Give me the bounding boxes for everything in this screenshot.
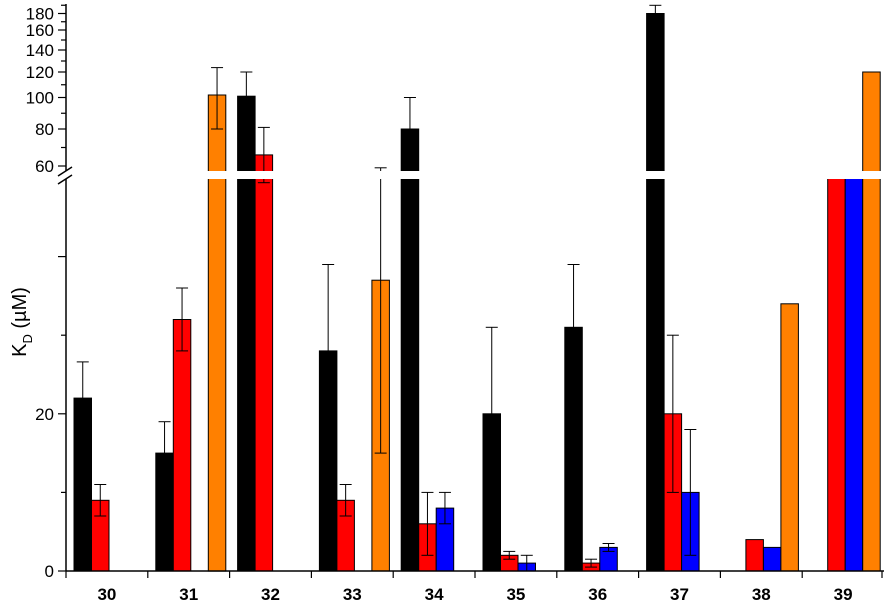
error-bar-37-s0 xyxy=(649,4,662,23)
error-bar-30-s1 xyxy=(94,484,107,517)
error-bar-30-s0 xyxy=(76,361,89,435)
error-bar-33-s0 xyxy=(322,264,335,438)
error-bar-35-s1 xyxy=(503,550,516,560)
error-bar-34-s1 xyxy=(421,491,434,556)
bar-39-s3 xyxy=(862,71,881,572)
break-mark-top xyxy=(57,166,73,177)
error-bar-34-s0 xyxy=(403,97,416,167)
error-bar-33-s3 xyxy=(374,167,387,454)
axis-break-gap xyxy=(60,171,886,179)
bar-37-s0 xyxy=(646,13,665,572)
y-tick-label-120: 120 xyxy=(26,63,54,82)
error-bar-34-s2 xyxy=(438,491,451,525)
error-bar-37-s2 xyxy=(684,429,697,556)
bar-32-s1 xyxy=(254,154,274,572)
bar-38-s3 xyxy=(780,303,799,572)
x-tick-label-39: 39 xyxy=(834,585,853,604)
bar-38-s1 xyxy=(745,539,764,572)
error-bar-36-s2 xyxy=(602,543,615,552)
x-tick-label-38: 38 xyxy=(752,585,771,604)
error-bar-32-s0 xyxy=(240,71,253,127)
bar-32-s0 xyxy=(237,95,256,572)
bar-39-s1 xyxy=(827,177,846,572)
bar-39-s2 xyxy=(844,177,864,572)
y-tick-label-100: 100 xyxy=(26,89,54,108)
error-bars-layer xyxy=(76,4,697,572)
x-tick-label-32: 32 xyxy=(261,585,280,604)
x-tick-label-31: 31 xyxy=(179,585,198,604)
error-bar-36-s1 xyxy=(585,558,598,568)
x-tick-label-37: 37 xyxy=(670,585,689,604)
y-axis-label: KD (µM) xyxy=(9,287,35,357)
error-bar-35-s0 xyxy=(485,326,498,501)
error-bar-31-s0 xyxy=(158,421,171,485)
x-tick-label-30: 30 xyxy=(97,585,116,604)
bar-34-s0 xyxy=(400,128,420,572)
bar-31-s3 xyxy=(207,94,227,572)
x-tick-label-34: 34 xyxy=(425,585,444,604)
y-tick-label-160: 160 xyxy=(26,21,54,40)
y-tick-label-80: 80 xyxy=(35,120,54,139)
y-tick-label-180: 180 xyxy=(26,5,54,24)
y-tick-label-140: 140 xyxy=(26,41,54,60)
y-tick-label-0: 0 xyxy=(45,562,54,581)
error-bar-31-s1 xyxy=(176,287,189,352)
error-bar-33-s1 xyxy=(339,484,352,517)
x-tick-label-33: 33 xyxy=(343,585,362,604)
bar-31-s1 xyxy=(172,319,192,572)
y-tick-label-20: 20 xyxy=(35,405,54,424)
error-bar-36-s0 xyxy=(567,264,580,391)
break-gap-band xyxy=(60,171,886,179)
x-tick-label-36: 36 xyxy=(588,585,607,604)
break-mark-bottom xyxy=(57,174,73,185)
x-tick-label-35: 35 xyxy=(506,585,525,604)
y-tick-label-60: 60 xyxy=(35,157,54,176)
bar-38-s2 xyxy=(762,546,782,572)
bars-layer xyxy=(73,13,881,572)
error-bar-31-s3 xyxy=(211,67,224,130)
error-bar-37-s1 xyxy=(666,334,679,493)
